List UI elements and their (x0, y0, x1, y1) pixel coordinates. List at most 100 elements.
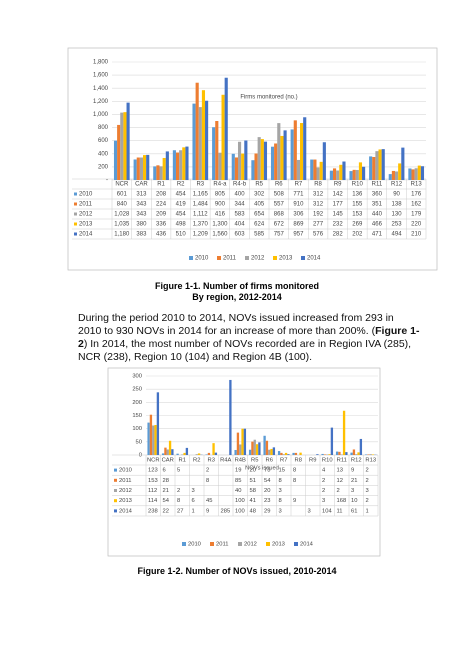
bar (133, 159, 137, 180)
x-tick-label: R7 (280, 458, 287, 464)
table-cell: 192 (313, 212, 324, 218)
bar (152, 425, 155, 455)
table-cell: 20 (250, 468, 256, 474)
table-cell: 436 (156, 232, 167, 238)
bar (257, 137, 261, 180)
x-tick-label: R6 (266, 458, 273, 464)
legend-key (189, 256, 193, 260)
x-tick-label: R2 (177, 182, 185, 188)
table-cell: 9 (206, 508, 209, 514)
legend-label: 2013 (272, 542, 285, 548)
bar (293, 120, 297, 180)
bar (381, 149, 385, 180)
table-cell: 41 (250, 498, 256, 504)
bar (263, 435, 266, 455)
table-cell: 6 (163, 468, 166, 474)
table-cell: 155 (352, 202, 363, 208)
table-cell: 2 (366, 478, 369, 484)
bar (234, 157, 238, 180)
table-cell: 19 (235, 468, 241, 474)
table-cell: 1,560 (212, 232, 228, 238)
table-cell: 73 (264, 468, 270, 474)
bar (265, 440, 269, 455)
bar (313, 159, 317, 180)
bar (258, 442, 261, 455)
bar (329, 170, 333, 180)
bar (231, 153, 235, 180)
bar (369, 454, 372, 455)
bar (303, 117, 307, 180)
x-tick-label: R12 (351, 458, 362, 464)
bar (342, 410, 346, 455)
table-key (114, 489, 117, 492)
bar (156, 165, 160, 180)
legend-key (217, 256, 221, 260)
bar (328, 454, 331, 455)
bar (268, 449, 271, 455)
bar (126, 102, 130, 180)
paragraph: During the period 2010 to 2014, NOVs iss… (78, 312, 420, 364)
table-cell: 130 (392, 212, 403, 218)
x-tick-label: R5 (251, 458, 258, 464)
table-cell: 3 (279, 488, 282, 494)
bar (117, 124, 121, 180)
table-cell: 583 (235, 212, 246, 218)
bar (340, 454, 343, 455)
table-cell: 232 (333, 222, 344, 228)
bar (176, 453, 179, 455)
table-cell: 45 (206, 498, 212, 504)
table-cell: 302 (254, 192, 265, 198)
table-cell: 51 (250, 478, 256, 484)
table-cell: 58 (250, 488, 256, 494)
bar (183, 452, 186, 455)
table-cell: 360 (372, 192, 383, 198)
table-cell: 585 (254, 232, 265, 238)
bar (388, 174, 392, 180)
table-cell: 576 (313, 232, 324, 238)
bar (355, 454, 358, 455)
table-cell: 312 (313, 202, 324, 208)
bar (166, 449, 169, 455)
figure-ref: Figure 1-2 (78, 325, 420, 350)
bar (192, 103, 196, 180)
bar (241, 428, 244, 455)
table-cell: 238 (148, 508, 158, 514)
bar (212, 443, 215, 455)
legend-key (273, 256, 277, 260)
bar (154, 424, 157, 455)
bar (332, 168, 337, 180)
table-key (114, 478, 117, 482)
paragraph-text: During the period 2010 to 2014, NOVs iss… (78, 312, 394, 337)
table-cell: 12 (337, 478, 343, 484)
bar (391, 170, 395, 180)
bar (371, 454, 375, 455)
bar (236, 432, 240, 455)
table-row-label: 2010 (119, 468, 132, 474)
table-cell: 104 (322, 508, 332, 514)
x-tick-label: R3 (196, 182, 204, 188)
bar (414, 168, 418, 180)
y-tick-label: 800 (98, 125, 109, 131)
bar (147, 422, 150, 455)
table-cell: 1,165 (193, 192, 209, 198)
caption: Figure 1-2. Number of NOVs issued, 2010-… (0, 566, 474, 577)
bar (330, 427, 334, 455)
table-cell: 2 (177, 488, 180, 494)
bar (367, 454, 370, 455)
table-cell: 400 (235, 192, 246, 198)
table-cell: 5 (177, 468, 180, 474)
x-tick-label: R13 (411, 182, 423, 188)
bar (300, 123, 304, 180)
bar (120, 112, 124, 180)
y-tick-label: 200 (132, 400, 142, 406)
bar (143, 155, 147, 180)
table-row-label: 2012 (119, 488, 132, 494)
bar (159, 166, 163, 180)
bar (358, 162, 363, 180)
paragraph-text: ) In 2014, the most number of NOVs recor… (78, 338, 412, 363)
table-cell: 343 (136, 212, 147, 218)
bar (398, 163, 402, 180)
table-cell: 145 (333, 212, 344, 218)
x-tick-label: CAR (162, 458, 174, 464)
table-cell: 624 (254, 222, 265, 228)
